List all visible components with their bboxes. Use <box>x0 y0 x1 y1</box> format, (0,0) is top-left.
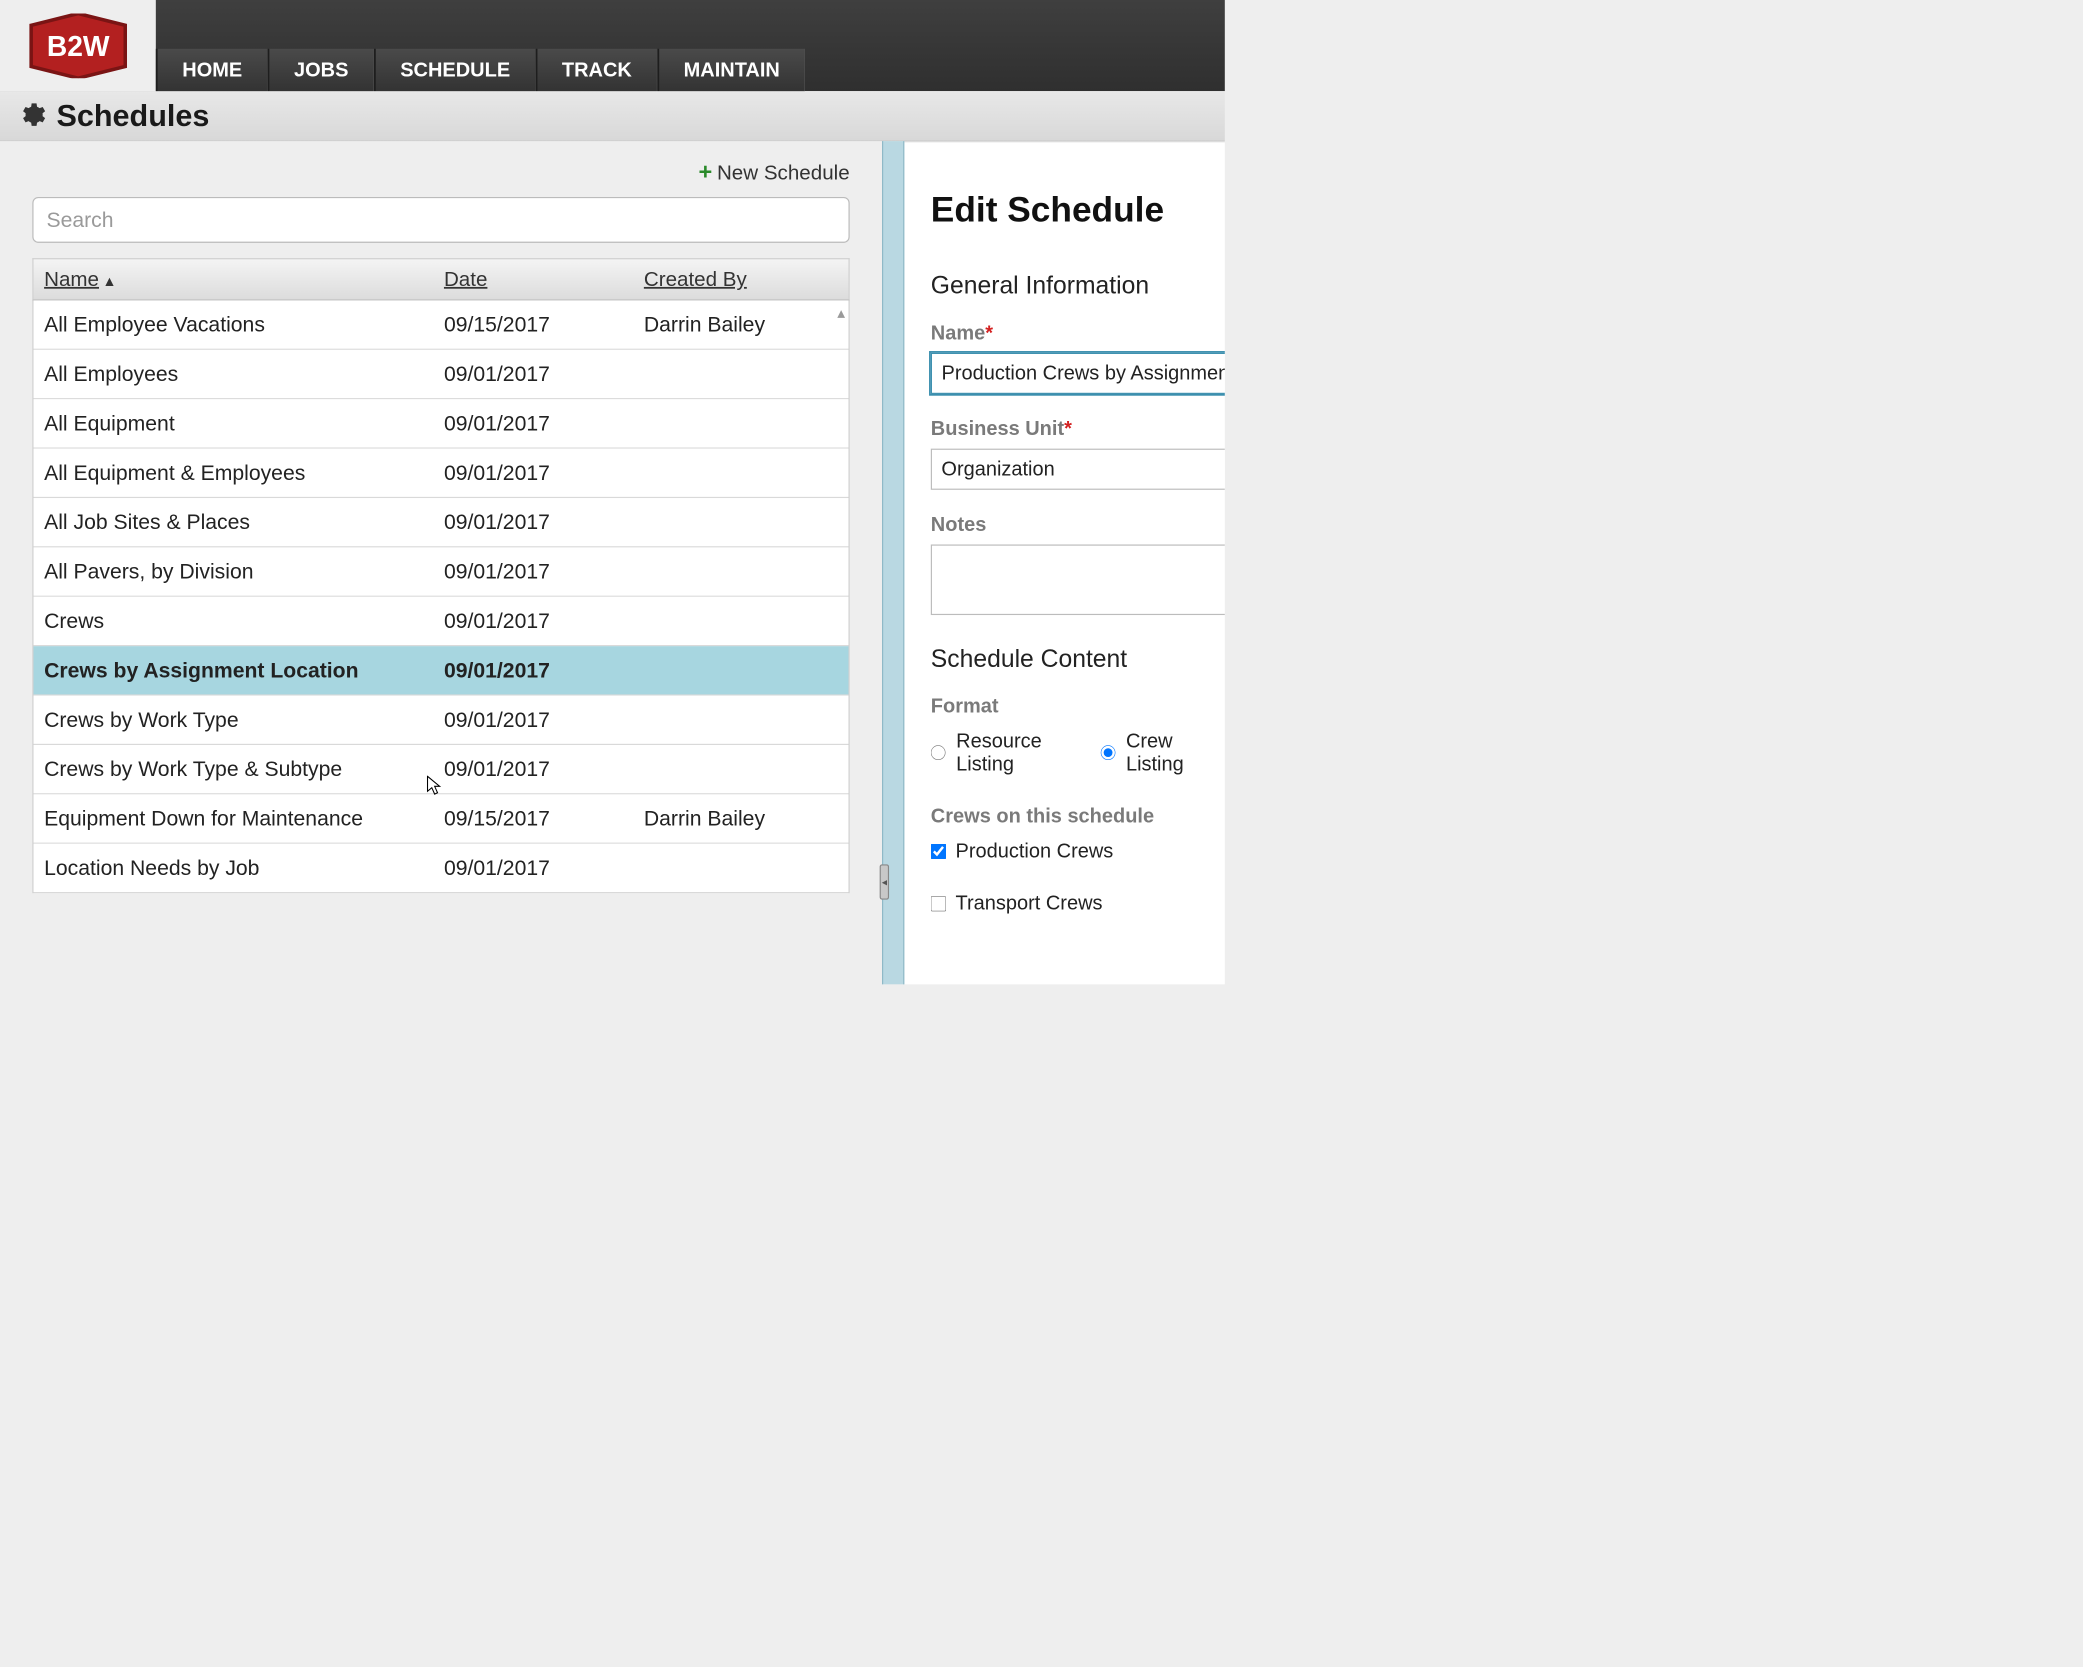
notes-textarea[interactable] <box>931 544 1225 615</box>
sort-asc-icon: ▲ <box>103 273 117 289</box>
row-name: Equipment Down for Maintenance <box>34 806 434 831</box>
nav-schedule[interactable]: SCHEDULE <box>374 49 536 91</box>
row-date: 09/01/2017 <box>433 411 633 436</box>
table-header: Name▲ Date Created By <box>32 258 849 300</box>
row-name: Crews by Work Type <box>34 707 434 732</box>
edit-schedule-pane: Edit Schedule General Information Name* … <box>904 141 1224 984</box>
general-info-heading: General Information <box>931 271 1225 299</box>
table-row[interactable]: All Job Sites & Places09/01/2017 <box>34 498 849 547</box>
crew-checkbox-production-crews[interactable] <box>931 843 946 858</box>
format-radio-crew-listing[interactable] <box>1101 744 1116 760</box>
main-nav: HOMEJOBSSCHEDULETRACKMAINTAIN <box>156 49 805 91</box>
row-name: All Pavers, by Division <box>34 559 434 584</box>
table-row[interactable]: Crews by Assignment Location09/01/2017 <box>34 646 849 695</box>
row-date: 09/01/2017 <box>433 510 633 535</box>
nav-jobs[interactable]: JOBS <box>268 49 374 91</box>
nav-home[interactable]: HOME <box>156 49 268 91</box>
row-name: All Equipment & Employees <box>34 460 434 485</box>
top-nav-bar: B2W HOMEJOBSSCHEDULETRACKMAINTAIN <box>0 0 1225 91</box>
table-row[interactable]: All Employee Vacations09/15/2017Darrin B… <box>34 300 849 349</box>
row-date: 09/01/2017 <box>433 856 633 881</box>
plus-icon: + <box>699 159 713 185</box>
row-date: 09/01/2017 <box>433 559 633 584</box>
format-radio-group: Resource Listing Crew Listing <box>931 730 1225 776</box>
content-area: +New Schedule Name▲ Date Created By ▴ Al… <box>0 141 1225 984</box>
crew-checkbox-label: Production Crews <box>956 840 1114 863</box>
row-name: Crews by Work Type & Subtype <box>34 757 434 782</box>
row-created-by: Darrin Bailey <box>633 312 848 337</box>
page-title-bar: Schedules <box>0 91 1225 141</box>
crew-checkbox-row: Production Crews <box>931 840 1225 863</box>
format-radio-resource-listing[interactable] <box>931 744 946 760</box>
format-radio-label: Resource Listing <box>956 730 1090 776</box>
row-date: 09/01/2017 <box>433 707 633 732</box>
page-title: Schedules <box>56 98 209 133</box>
new-schedule-label: New Schedule <box>717 161 850 184</box>
row-name: Location Needs by Job <box>34 856 434 881</box>
schedule-name-input[interactable] <box>931 353 1225 394</box>
business-unit-label: Business Unit* <box>931 417 1225 440</box>
column-header-date[interactable]: Date <box>433 268 633 292</box>
table-body: ▴ All Employee Vacations09/15/2017Darrin… <box>32 300 849 893</box>
schedule-list-pane: +New Schedule Name▲ Date Created By ▴ Al… <box>0 141 882 984</box>
schedule-content-heading: Schedule Content <box>931 644 1225 672</box>
table-row[interactable]: Location Needs by Job09/01/2017 <box>34 844 849 893</box>
format-radio-label: Crew Listing <box>1126 730 1225 776</box>
bu-label-text: Business Unit <box>931 417 1064 439</box>
pane-divider[interactable]: ◂ <box>882 141 904 984</box>
column-header-name-label: Name <box>44 268 99 291</box>
crew-checkbox-row: Transport Crews <box>931 892 1225 915</box>
scroll-up-icon[interactable]: ▴ <box>837 304 845 322</box>
crew-checkbox-transport-crews[interactable] <box>931 896 946 911</box>
crews-on-schedule-label: Crews on this schedule <box>931 805 1225 828</box>
edit-schedule-title: Edit Schedule <box>931 189 1225 230</box>
column-header-created-by[interactable]: Created By <box>633 268 848 292</box>
row-date: 09/01/2017 <box>433 362 633 387</box>
row-date: 09/01/2017 <box>433 757 633 782</box>
row-date: 09/01/2017 <box>433 609 633 634</box>
table-row[interactable]: All Equipment & Employees09/01/2017 <box>34 449 849 498</box>
collapse-handle-icon[interactable]: ◂ <box>880 864 889 899</box>
gear-icon <box>16 100 45 132</box>
row-date: 09/15/2017 <box>433 806 633 831</box>
row-name: All Job Sites & Places <box>34 510 434 535</box>
required-asterisk: * <box>1064 417 1072 439</box>
new-schedule-link[interactable]: +New Schedule <box>32 159 849 185</box>
table-row[interactable]: Crews by Work Type & Subtype09/01/2017 <box>34 745 849 794</box>
table-row[interactable]: Equipment Down for Maintenance09/15/2017… <box>34 794 849 843</box>
table-row[interactable]: All Employees09/01/2017 <box>34 350 849 399</box>
nav-track[interactable]: TRACK <box>535 49 657 91</box>
column-header-name[interactable]: Name▲ <box>34 268 434 292</box>
nav-maintain[interactable]: MAINTAIN <box>657 49 805 91</box>
row-date: 09/01/2017 <box>433 460 633 485</box>
table-row[interactable]: Crews by Work Type09/01/2017 <box>34 696 849 745</box>
row-name: All Employee Vacations <box>34 312 434 337</box>
b2w-logo: B2W <box>19 13 137 78</box>
row-created-by: Darrin Bailey <box>633 806 848 831</box>
crew-checkbox-label: Transport Crews <box>956 892 1103 915</box>
row-name: Crews by Assignment Location <box>34 658 434 683</box>
format-label: Format <box>931 695 1225 718</box>
row-name: Crews <box>34 609 434 634</box>
search-container <box>32 197 849 243</box>
required-asterisk: * <box>985 322 993 344</box>
logo-container: B2W <box>0 0 156 91</box>
svg-text:B2W: B2W <box>47 30 110 62</box>
row-name: All Employees <box>34 362 434 387</box>
row-date: 09/15/2017 <box>433 312 633 337</box>
name-label-text: Name <box>931 322 985 344</box>
table-row[interactable]: All Equipment09/01/2017 <box>34 399 849 448</box>
table-row[interactable]: All Pavers, by Division09/01/2017 <box>34 547 849 596</box>
name-field-label: Name* <box>931 322 1225 345</box>
search-input[interactable] <box>32 197 849 243</box>
table-row[interactable]: Crews09/01/2017 <box>34 597 849 646</box>
row-date: 09/01/2017 <box>433 658 633 683</box>
row-name: All Equipment <box>34 411 434 436</box>
business-unit-select[interactable]: Organization <box>931 449 1225 490</box>
notes-label: Notes <box>931 513 1225 536</box>
